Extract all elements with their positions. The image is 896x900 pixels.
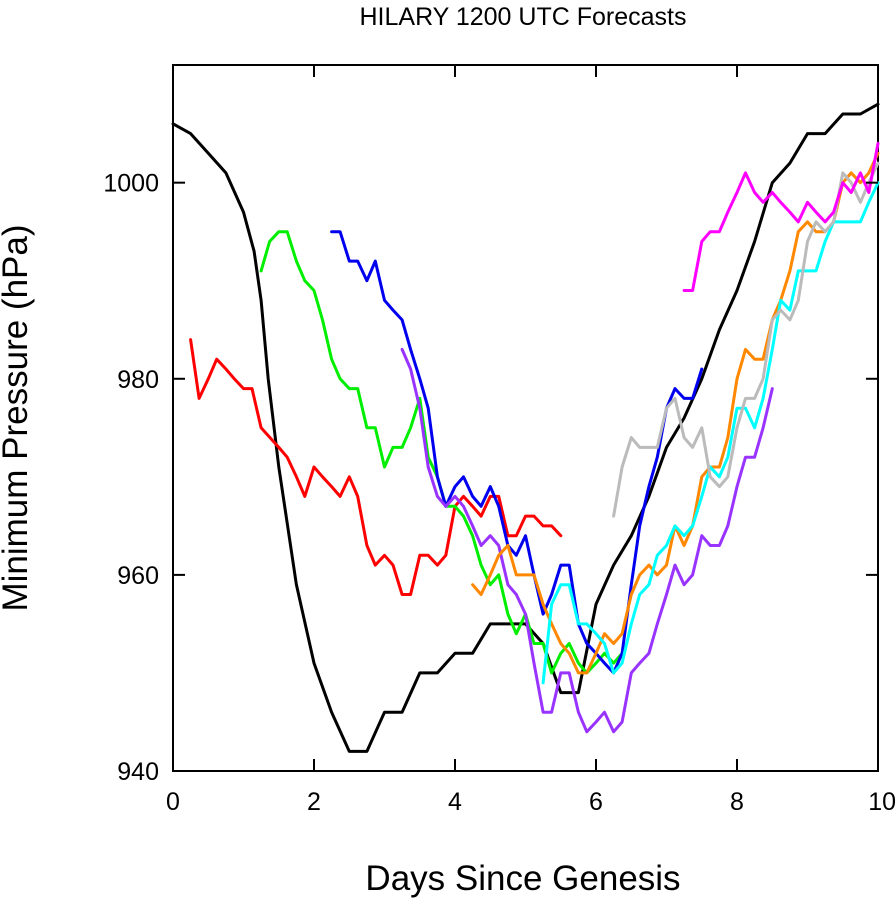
x-tick-label: 6 [589,788,603,816]
y-axis-title: Minimum Pressure (hPa) [0,224,35,611]
series-line-4 [330,230,704,675]
x-tick-label: 4 [448,788,462,816]
x-tick-label: 2 [307,788,321,816]
x-axis-title: Days Since Genesis [365,859,680,898]
x-tick-label: 0 [166,788,180,816]
x-tick-label: 10 [868,788,896,816]
series-line-9 [682,141,880,292]
series-line-8 [612,161,880,518]
chart-title: HILARY 1200 UTC Forecasts [360,3,687,31]
series-line-3 [259,230,624,675]
series-line-2 [189,338,563,596]
series-line-7 [541,181,880,685]
y-tick-label: 940 [117,758,159,786]
y-tick-label: 1000 [103,170,159,198]
series-line-6 [471,151,880,675]
series-line-1 [171,102,880,753]
series-layer [171,102,880,753]
series-line-5 [400,347,774,734]
y-tick-label: 980 [117,366,159,394]
x-tick-label: 8 [730,788,744,816]
y-tick-label: 960 [117,562,159,590]
plot-frame [172,64,879,772]
ticks-layer: 0 2 4 6 8 10 940 960 980 1000 [103,65,896,816]
